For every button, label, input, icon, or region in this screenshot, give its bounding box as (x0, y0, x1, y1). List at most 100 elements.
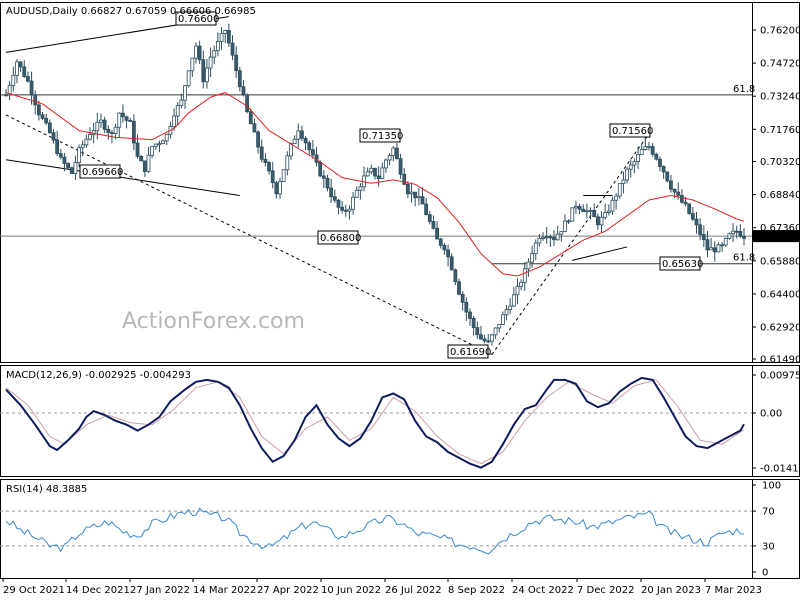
price-bar-body (405, 183, 410, 195)
price-bar-body (73, 162, 78, 174)
price-bar-body (84, 138, 89, 146)
price-bar-body (190, 57, 195, 72)
annotation-box-low-2022-07 (317, 230, 359, 245)
price-bar-body (117, 112, 122, 128)
rsi-tick-label: 100 (762, 481, 781, 492)
rsi-tick-label: 70 (762, 507, 775, 518)
price-bar-body (289, 143, 293, 157)
price-bar-body (131, 120, 136, 144)
price-bar-body (687, 203, 692, 214)
price-bar-body (102, 119, 107, 130)
price-bar-body (665, 171, 670, 182)
price-bar-body (340, 206, 345, 211)
annotation-label-low-2022-07: 0.66800 (320, 233, 361, 244)
price-tick-label: 0.64400 (760, 289, 800, 300)
price-bar-body (672, 188, 677, 193)
price-bar-body (479, 334, 483, 340)
price-bar-body (526, 261, 531, 270)
price-bar-body (508, 305, 513, 310)
price-bar-body (212, 50, 217, 58)
price-bar-body (679, 195, 684, 203)
macd-signal-line (5, 379, 745, 465)
price-bar-body (683, 201, 688, 205)
price-bar-body (296, 130, 301, 140)
annotation-box-low-2022-10 (447, 344, 489, 359)
macd-tick-label: 0.009751 (760, 371, 800, 382)
price-bar-body (36, 104, 41, 116)
price-bar-body (453, 269, 458, 283)
price-bar-body (669, 180, 673, 190)
price-bar-body (431, 221, 436, 229)
watermark: ActionForex.com (122, 309, 305, 334)
price-bar-body (179, 99, 184, 106)
rsi-panel: RSI(14) 48.3885 100 70 30 0 (0, 481, 781, 579)
price-bar-body (205, 67, 209, 83)
price-bar-body (614, 195, 619, 201)
price-bar-body (464, 301, 469, 313)
price-bar-body (347, 208, 352, 212)
price-bar-body (358, 186, 363, 191)
price-bar-body (723, 238, 728, 246)
annotation-label-high-2023-02: 0.71560 (612, 126, 653, 137)
price-tick-label: 0.74720 (760, 59, 800, 70)
price-bar-body (106, 128, 111, 133)
price-bar-body (336, 199, 341, 208)
price-bar-body (300, 130, 304, 139)
rsi-tick-label: 30 (762, 541, 775, 552)
annotation-label-low-2022-10: 0.61690 (450, 347, 491, 358)
price-bar-body (500, 314, 505, 325)
price-bar-body (533, 242, 538, 255)
price-bar-body (121, 112, 125, 118)
price-bar-body (175, 105, 180, 117)
lower-channel-line (5, 159, 240, 197)
price-bar-body (435, 227, 440, 240)
date-tick-label: 10 Jun 2022 (321, 585, 381, 596)
price-bar-body (142, 160, 147, 172)
price-bar-body (384, 159, 388, 169)
price-bar-body (278, 181, 282, 195)
price-bar-body (58, 153, 63, 158)
price-bar-body (559, 231, 564, 235)
price-bar-body (563, 220, 567, 232)
price-bar-body (643, 146, 648, 150)
price-bar-body (387, 155, 392, 161)
price-bar-body (44, 117, 49, 124)
price-bar-body (676, 191, 681, 196)
price-bar-body (164, 133, 169, 142)
price-bar-body (446, 249, 450, 258)
price-bar-body (219, 33, 224, 42)
annotation-label-low-2022-01: 0.69660 (82, 167, 123, 178)
price-bar-body (95, 121, 100, 132)
price-bar-body (442, 244, 447, 251)
price-bar-body (376, 175, 381, 180)
price-bar-body (128, 120, 133, 122)
price-panel: 0.76200 0.74720 0.73240 0.71760 0.70320 0.688… (0, 11, 800, 366)
price-bar-body (113, 126, 118, 134)
price-bar-body (617, 183, 622, 197)
price-bar-body (252, 123, 257, 133)
price-bar-body (124, 116, 129, 121)
price-bar-body (194, 45, 198, 59)
date-axis: 29 Oct 2021 14 Dec 2021 27 Jan 2022 14 Mar … (2, 578, 762, 596)
price-bar-body (256, 131, 260, 148)
price-bar-body (731, 230, 735, 235)
price-bar-body (511, 294, 516, 307)
annotation-label-high-2022-03: 0.76600 (178, 14, 219, 25)
price-bar-body (18, 61, 23, 68)
price-bar-body (226, 30, 231, 44)
price-bar-body (471, 318, 476, 329)
price-bar-body (654, 153, 659, 160)
price-bar-body (621, 179, 626, 184)
channel-bottom-right (572, 246, 628, 261)
price-bar-body (201, 59, 206, 83)
current-price-box (752, 230, 799, 243)
price-bar-body (632, 161, 637, 166)
price-bar-body (274, 182, 279, 195)
price-bar-body (26, 76, 30, 82)
price-bar-body (310, 149, 315, 156)
price-bar-body (628, 164, 633, 170)
price-bar-body (413, 191, 418, 199)
price-bar-body (285, 155, 290, 171)
price-bar-body (186, 70, 191, 87)
price-bar-body (62, 156, 67, 164)
